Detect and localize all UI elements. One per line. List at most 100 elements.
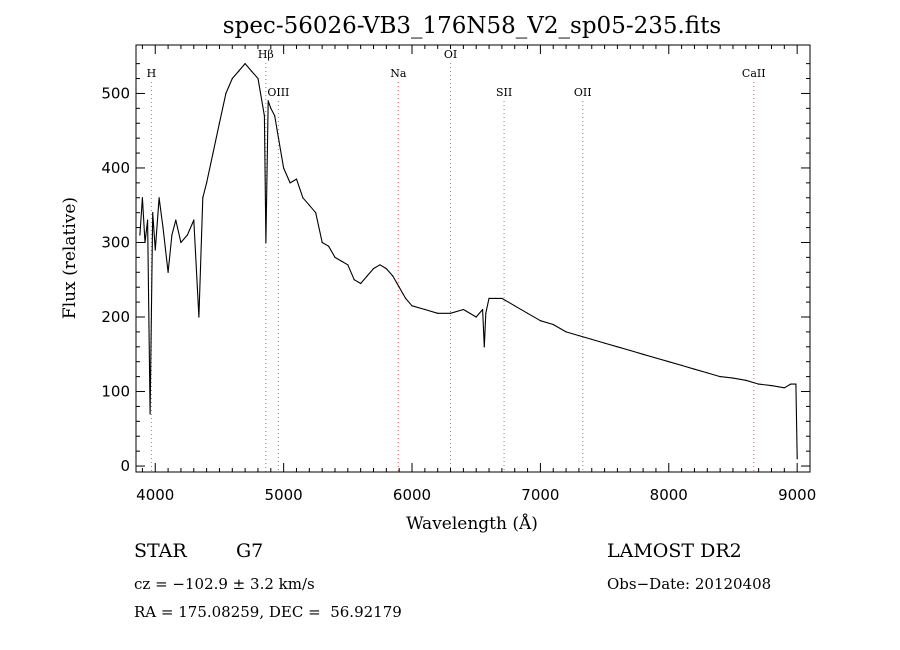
- data-point: [642, 353, 644, 355]
- data-point: [152, 212, 154, 214]
- data-point: [225, 92, 227, 94]
- data-point: [616, 346, 619, 348]
- data-point: [267, 100, 269, 102]
- data-point: [366, 275, 368, 277]
- data-point: [141, 197, 143, 199]
- x-tick-label: 9000: [778, 486, 816, 504]
- x-axis-label: Wavelength (Å): [406, 513, 538, 534]
- y-tick-label: 200: [101, 308, 130, 326]
- data-point: [770, 385, 773, 387]
- data-point: [758, 383, 760, 385]
- data-point: [488, 297, 490, 299]
- data-point: [449, 312, 452, 314]
- data-point: [154, 249, 156, 251]
- y-tick-label: 0: [120, 457, 130, 475]
- data-point: [265, 241, 267, 244]
- data-point: [175, 219, 177, 221]
- line-marker-label: Hβ: [258, 48, 274, 61]
- data-point: [186, 234, 188, 236]
- x-tick-label: 4000: [136, 486, 174, 504]
- data-point: [411, 305, 413, 307]
- data-point: [494, 297, 497, 299]
- data-point: [693, 368, 696, 370]
- plot-frame: [135, 44, 811, 473]
- data-point: [719, 376, 721, 378]
- data-point: [392, 275, 394, 277]
- y-tick-label: 500: [101, 84, 130, 102]
- data-point: [274, 115, 276, 117]
- data-point: [238, 70, 240, 72]
- data-point: [283, 167, 285, 169]
- data-point: [334, 256, 336, 258]
- data-point: [437, 312, 439, 314]
- data-point: [681, 364, 683, 366]
- data-point: [198, 316, 200, 318]
- obs-date-text: Obs−Date: 20120408: [607, 575, 772, 593]
- data-point: [231, 77, 233, 80]
- data-point: [501, 297, 503, 299]
- line-marker-label: OIII: [267, 86, 289, 99]
- object-type: STAR: [134, 540, 187, 562]
- data-point: [139, 234, 141, 236]
- data-point: [483, 346, 485, 348]
- x-tick-label: 5000: [265, 486, 303, 504]
- data-point: [485, 312, 487, 314]
- data-point: [162, 227, 164, 229]
- data-point: [218, 122, 220, 124]
- data-point: [167, 271, 169, 273]
- data-point: [295, 178, 298, 180]
- data-point: [565, 331, 567, 333]
- data-point: [277, 137, 280, 139]
- data-point: [308, 204, 310, 206]
- data-point: [706, 372, 708, 374]
- data-point: [302, 197, 304, 199]
- data-point: [347, 264, 349, 266]
- data-point: [462, 308, 464, 311]
- data-point: [668, 361, 670, 363]
- data-point: [193, 219, 195, 221]
- redshift-text: cz = −102.9 ± 3.2 km/s: [134, 575, 315, 593]
- data-point: [732, 377, 734, 379]
- data-point: [171, 234, 173, 236]
- data-point: [745, 379, 747, 381]
- data-point: [206, 182, 208, 184]
- y-tick-label: 300: [101, 233, 130, 251]
- data-point: [629, 349, 631, 352]
- data-point: [212, 152, 214, 154]
- data-point: [539, 320, 542, 322]
- data-point: [289, 182, 291, 184]
- data-point: [398, 286, 400, 288]
- line-marker-label: SII: [496, 86, 512, 99]
- line-marker-label: H: [147, 67, 157, 80]
- data-point: [257, 77, 259, 80]
- data-point: [158, 197, 160, 199]
- data-point: [591, 338, 593, 340]
- x-tick-label: 6000: [393, 486, 431, 504]
- data-point: [147, 219, 149, 221]
- spectral-line-markers: H Hβ OIII Na OI SII OII CaII: [147, 48, 766, 472]
- coordinates-text: RA = 175.08259, DEC = 56.92179: [134, 603, 402, 621]
- data-point: [250, 70, 253, 72]
- data-point: [655, 357, 657, 359]
- data-point: [552, 323, 554, 326]
- data-point: [514, 305, 516, 307]
- chart-title: spec-56026-VB3_176N58_V2_sp05-235.fits: [223, 13, 721, 39]
- y-axis-ticks: 0 100 200 300 400 500: [101, 63, 810, 475]
- spectrum-series: [139, 63, 798, 460]
- data-point: [149, 413, 151, 415]
- data-point: [328, 245, 330, 247]
- data-point: [379, 264, 381, 266]
- data-point: [796, 458, 798, 460]
- data-point: [604, 342, 606, 344]
- data-point: [482, 308, 484, 311]
- x-axis-ticks: 4000 5000 6000 7000 8000 9000: [136, 45, 816, 504]
- data-point: [340, 260, 342, 262]
- data-point: [783, 387, 785, 389]
- line-marker-label: CaII: [742, 67, 766, 80]
- data-point: [263, 115, 265, 117]
- data-point: [790, 383, 792, 385]
- line-marker-label: Na: [390, 67, 407, 80]
- data-point: [405, 297, 407, 299]
- x-tick-label: 8000: [650, 486, 688, 504]
- data-point: [180, 241, 182, 244]
